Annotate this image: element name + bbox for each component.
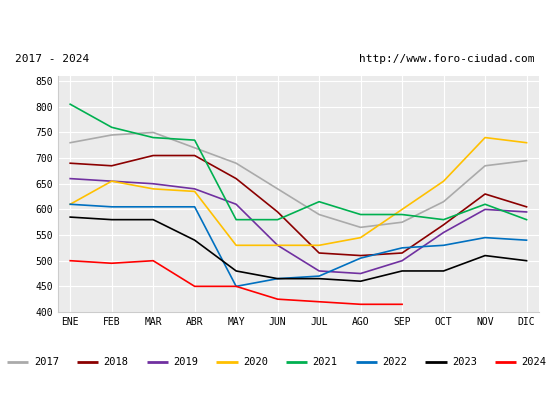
Text: 2021: 2021 — [312, 357, 338, 367]
Text: 2020: 2020 — [243, 357, 268, 367]
Text: Evolucion del paro registrado en Abarán: Evolucion del paro registrado en Abarán — [112, 14, 438, 28]
Text: 2017 - 2024: 2017 - 2024 — [15, 54, 90, 64]
Text: 2018: 2018 — [103, 357, 129, 367]
Text: 2022: 2022 — [382, 357, 407, 367]
Text: http://www.foro-ciudad.com: http://www.foro-ciudad.com — [359, 54, 535, 64]
Text: 2024: 2024 — [521, 357, 547, 367]
Text: 2019: 2019 — [173, 357, 198, 367]
Text: 2017: 2017 — [34, 357, 59, 367]
Text: 2023: 2023 — [452, 357, 477, 367]
